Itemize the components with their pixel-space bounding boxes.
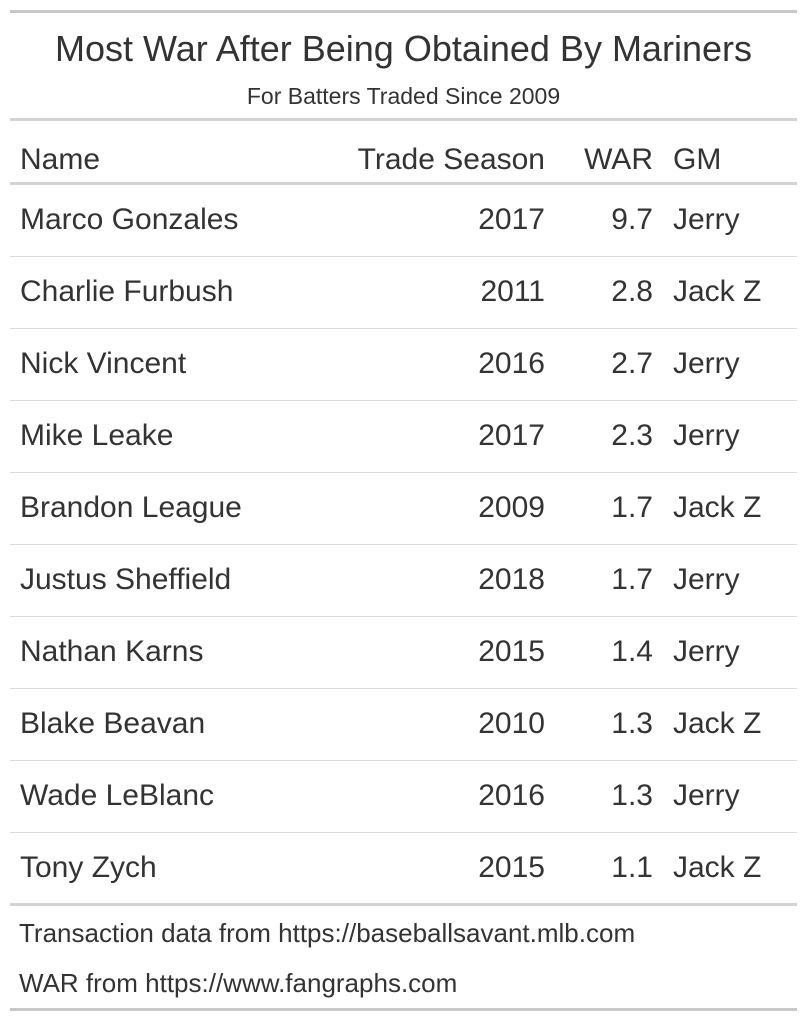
bottom-rule [10,1008,797,1011]
cell-war: 1.4 [611,635,653,668]
cell-name: Tony Zych [20,851,157,884]
cell-gm: Jerry [673,779,740,812]
cell-war: 1.7 [611,563,653,596]
column-header-gm: GM [673,143,722,176]
table-row: Wade LeBlanc 2016 1.3 Jerry [10,761,797,833]
cell-trade-season: 2018 [478,563,545,596]
table-row: Brandon League 2009 1.7 Jack Z [10,473,797,545]
table-row: Charlie Furbush 2011 2.8 Jack Z [10,257,797,329]
cell-name: Nick Vincent [20,347,187,380]
cell-name: Blake Beavan [20,707,206,740]
cell-war: 1.3 [611,779,653,812]
header-bottom-rule [10,182,797,185]
cell-name: Nathan Karns [20,635,204,668]
table-row: Nick Vincent 2016 2.7 Jerry [10,329,797,401]
table-row: Tony Zych 2015 1.1 Jack Z [10,833,797,905]
cell-trade-season: 2015 [478,851,545,884]
cell-gm: Jerry [673,419,740,452]
column-header-trade-season: Trade Season [357,143,545,176]
table-row: Nathan Karns 2015 1.4 Jerry [10,617,797,689]
cell-name: Justus Sheffield [20,563,232,596]
table-header: Name Trade Season WAR GM [10,121,797,191]
cell-war: 1.1 [611,851,653,884]
header-top-rule [10,118,797,121]
cell-gm: Jerry [673,635,740,668]
cell-war: 9.7 [611,203,653,236]
cell-gm: Jack Z [673,491,762,524]
cell-name: Marco Gonzales [20,203,239,236]
cell-name: Charlie Furbush [20,275,234,308]
cell-name: Mike Leake [20,419,174,452]
table-row: Mike Leake 2017 2.3 Jerry [10,401,797,473]
top-rule [10,10,797,13]
cell-war: 1.3 [611,707,653,740]
table-subtitle: For Batters Traded Since 2009 [246,83,561,109]
cell-trade-season: 2017 [478,203,545,236]
table-body: Marco Gonzales 2017 9.7 Jerry Charlie Furbus… [10,185,797,905]
cell-trade-season: 2017 [478,419,545,452]
table-title: Most War After Being Obtained By Mariner… [55,28,752,69]
cell-trade-season: 2009 [478,491,545,524]
cell-war: 1.7 [611,491,653,524]
cell-gm: Jerry [673,203,740,236]
cell-war: 2.3 [611,419,653,452]
cell-gm: Jerry [673,563,740,596]
cell-gm: Jerry [673,347,740,380]
source-note-war: WAR from https://www.fangraphs.com [19,968,458,998]
source-note-transactions: Transaction data from https://baseballsa… [19,918,636,948]
column-header-war: WAR [584,143,653,176]
cell-name: Brandon League [20,491,242,524]
footer-rule [10,903,797,906]
table-row: Blake Beavan 2010 1.3 Jack Z [10,689,797,761]
table-row: Justus Sheffield 2018 1.7 Jerry [10,545,797,617]
cell-trade-season: 2016 [478,347,545,380]
cell-gm: Jack Z [673,275,762,308]
cell-trade-season: 2015 [478,635,545,668]
table-row: Marco Gonzales 2017 9.7 Jerry [10,185,797,257]
cell-gm: Jack Z [673,707,762,740]
column-header-name: Name [20,143,101,176]
cell-trade-season: 2011 [480,275,545,308]
cell-name: Wade LeBlanc [20,779,215,812]
cell-trade-season: 2016 [478,779,545,812]
cell-war: 2.8 [611,275,653,308]
cell-trade-season: 2010 [478,707,545,740]
cell-war: 2.7 [611,347,653,380]
cell-gm: Jack Z [673,851,762,884]
